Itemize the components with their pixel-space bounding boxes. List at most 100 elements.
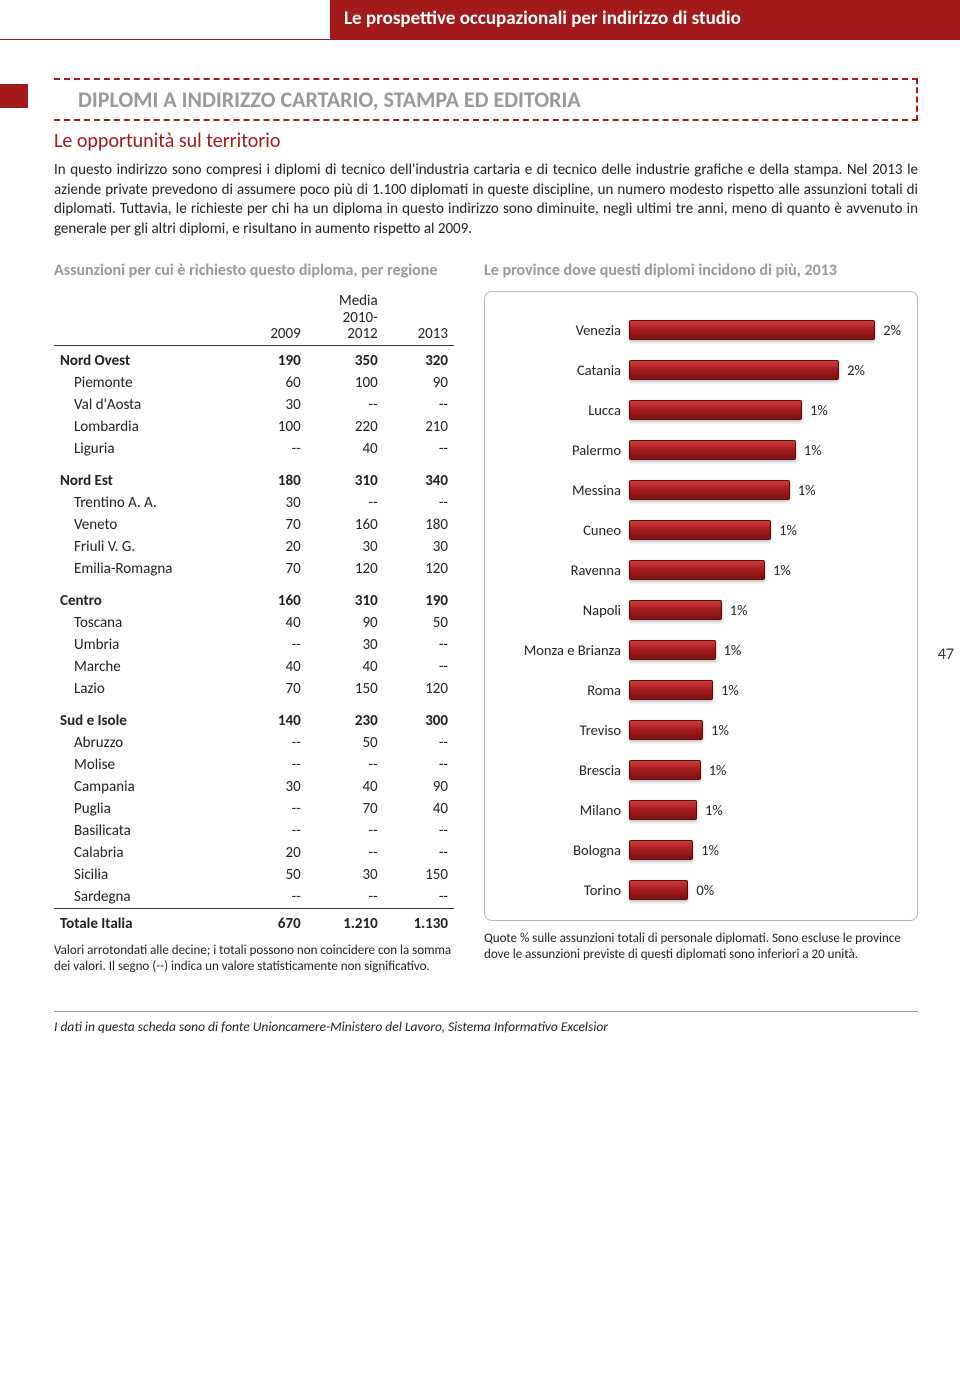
chart-bar-value: 1% [724, 641, 742, 659]
th-2009: 2009 [242, 291, 306, 345]
chart-bar-wrap: 1% [629, 750, 901, 790]
chart-bar [629, 760, 701, 780]
chart-bar [629, 320, 875, 340]
page-header-title: Le prospettive occupazionali per indiriz… [330, 0, 960, 39]
chart-bar [629, 720, 703, 740]
chart-bar-value: 2% [883, 321, 901, 339]
chart-bar-value: 1% [779, 521, 797, 539]
chart-bar-wrap: 1% [629, 790, 901, 830]
chart-bar [629, 840, 693, 860]
table-row: Molise------ [54, 754, 454, 776]
chart-bar-label: Venezia [495, 321, 629, 339]
table-column: Assunzioni per cui è richiesto questo di… [54, 261, 454, 975]
page-number: 47 [938, 645, 954, 664]
chart-bar-value: 1% [709, 761, 727, 779]
table-row: Piemonte6010090 [54, 372, 454, 394]
chart-row: Napoli 1% [495, 590, 901, 630]
table-row: Campania304090 [54, 776, 454, 798]
header-bar: Le prospettive occupazionali per indiriz… [0, 0, 960, 40]
chart-column: Le province dove questi diplomi incidono… [484, 261, 918, 975]
subheading: Le opportunità sul territorio [54, 129, 918, 153]
chart-bar-label: Napoli [495, 601, 629, 619]
chart-row: Milano1% [495, 790, 901, 830]
chart-bar-value: 1% [730, 601, 748, 619]
chart-bar [629, 600, 722, 620]
table-row-group: Nord Est180310340 [54, 460, 454, 492]
chart-bar-label: Cuneo [495, 521, 629, 539]
chart-area: Venezia2%Catania2%Lucca1%Palermo1%Messin… [484, 291, 918, 921]
content: DIPLOMI A INDIRIZZO CARTARIO, STAMPA ED … [0, 40, 960, 995]
chart-row: Monza e Brianza 1% [495, 630, 901, 670]
chart-bar-label: Treviso [495, 721, 629, 739]
data-table: 2009 Media2010-2012 2013 Nord Ovest19035… [54, 291, 454, 935]
chart-bar-label: Ravenna [495, 561, 629, 579]
dashed-title: DIPLOMI A INDIRIZZO CARTARIO, STAMPA ED … [54, 86, 916, 113]
table-row: Abruzzo--50-- [54, 732, 454, 754]
table-row: Toscana409050 [54, 612, 454, 634]
chart-bar [629, 440, 796, 460]
chart-bar-label: Lucca [495, 401, 629, 419]
chart-bar [629, 680, 713, 700]
source-line: I dati in questa scheda sono di fonte Un… [54, 1011, 918, 1035]
chart-row: Lucca 1% [495, 390, 901, 430]
columns: Assunzioni per cui è richiesto questo di… [54, 261, 918, 975]
chart-row: Messina 1% [495, 470, 901, 510]
chart-bar-wrap: 2% [629, 350, 901, 390]
chart-bar-label: Bologna [495, 841, 629, 859]
dashed-box: DIPLOMI A INDIRIZZO CARTARIO, STAMPA ED … [54, 78, 918, 121]
chart-row: Torino0% [495, 870, 901, 910]
chart-bar-label: Catania [495, 361, 629, 379]
intro-paragraph: In questo indirizzo sono compresi i dipl… [54, 161, 918, 239]
chart-bar-wrap: 1% [629, 670, 901, 710]
chart-bar-value: 1% [804, 441, 822, 459]
table-row: Liguria--40-- [54, 438, 454, 460]
chart-bar-wrap: 1% [629, 830, 901, 870]
chart-bar-label: Torino [495, 881, 629, 899]
chart-bar [629, 560, 765, 580]
chart-bar [629, 640, 716, 660]
chart-bar [629, 360, 839, 380]
table-row: Puglia--7040 [54, 798, 454, 820]
table-row: Emilia-Romagna70120120 [54, 558, 454, 580]
table-row: Marche4040-- [54, 656, 454, 678]
chart-row: Treviso1% [495, 710, 901, 750]
table-title: Assunzioni per cui è richiesto questo di… [54, 261, 454, 281]
chart-bar-wrap: 1% [629, 390, 901, 430]
chart-bar-label: Palermo [495, 441, 629, 459]
chart-bar [629, 400, 802, 420]
chart-bar-wrap: 1% [629, 470, 901, 510]
chart-bar-wrap: 1% [629, 550, 901, 590]
chart-title: Le province dove questi diplomi incidono… [484, 261, 918, 281]
chart-bar-wrap: 1% [629, 710, 901, 750]
table-row: Lazio70150120 [54, 678, 454, 700]
chart-bar-label: Messina [495, 481, 629, 499]
chart-bar [629, 800, 697, 820]
table-row: Sicilia5030150 [54, 864, 454, 886]
table-row: Friuli V. G.203030 [54, 536, 454, 558]
chart-bar [629, 880, 688, 900]
chart-row: Bologna1% [495, 830, 901, 870]
chart-bar-value: 1% [705, 801, 723, 819]
chart-bar-label: Brescia [495, 761, 629, 779]
chart-bar-value: 1% [810, 401, 828, 419]
table-head: 2009 Media2010-2012 2013 [54, 291, 454, 345]
chart-bar-value: 1% [773, 561, 791, 579]
table-body: Nord Ovest190350320Piemonte6010090Val d'… [54, 345, 454, 935]
chart-footnote: Quote % sulle assunzioni totali di perso… [484, 931, 918, 964]
table-row: Lombardia100220210 [54, 416, 454, 438]
chart-bar-wrap: 0% [629, 870, 901, 910]
chart-bar-wrap: 1% [629, 510, 901, 550]
chart-bar-value: 1% [798, 481, 816, 499]
th-2013: 2013 [384, 291, 454, 345]
table-row: Val d'Aosta30---- [54, 394, 454, 416]
chart-bar [629, 480, 790, 500]
chart-row: Cuneo 1% [495, 510, 901, 550]
chart-row: Catania2% [495, 350, 901, 390]
table-row: Sardegna------ [54, 886, 454, 909]
chart-row: Brescia 1% [495, 750, 901, 790]
table-footnote: Valori arrotondati alle decine; i totali… [54, 943, 454, 976]
chart-bar-label: Monza e Brianza [495, 641, 629, 659]
table-row-group: Nord Ovest190350320 [54, 345, 454, 372]
chart-bar-wrap: 1% [629, 430, 901, 470]
th-media: Media2010-2012 [307, 291, 384, 345]
